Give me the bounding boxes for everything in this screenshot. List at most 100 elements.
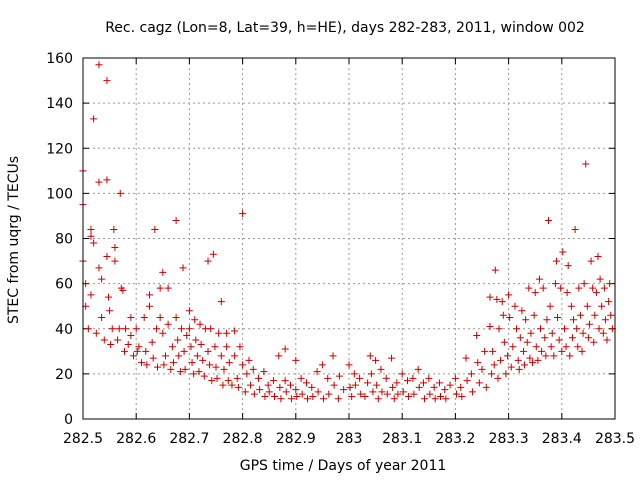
data-point (245, 356, 253, 364)
data-point (563, 289, 571, 297)
data-point (463, 377, 471, 385)
data-point (308, 383, 316, 391)
data-point (302, 379, 310, 387)
data-point (142, 347, 150, 355)
data-point (223, 343, 231, 351)
data-point (196, 320, 204, 328)
data-point (457, 383, 465, 391)
data-point (319, 395, 327, 403)
data-point (584, 334, 592, 342)
x-axis-label: GPS time / Days of year 2011 (240, 458, 447, 474)
data-point (435, 379, 443, 387)
data-point (478, 365, 486, 373)
data-point (587, 257, 595, 265)
data-point (243, 370, 251, 378)
x-tick-label: 283 (336, 431, 363, 447)
data-point (474, 359, 482, 367)
y-tick-label: 60 (55, 277, 73, 293)
data-point (191, 316, 199, 324)
data-point (152, 325, 160, 333)
data-point (425, 374, 433, 382)
data-point (98, 275, 106, 283)
data-point (442, 395, 450, 403)
data-point (334, 395, 342, 403)
data-point (414, 365, 422, 373)
data-point (441, 386, 449, 394)
y-tick-label: 120 (46, 141, 73, 157)
data-point (103, 253, 111, 261)
data-point (177, 325, 185, 333)
data-point (603, 336, 611, 344)
data-point (249, 365, 257, 373)
data-point (530, 311, 538, 319)
data-point (399, 388, 407, 396)
data-point (192, 336, 200, 344)
y-tick-label: 140 (46, 96, 73, 112)
data-point (421, 395, 429, 403)
data-point (211, 343, 219, 351)
data-point (122, 325, 130, 333)
data-point (127, 313, 135, 321)
data-point (215, 329, 223, 337)
data-point (378, 388, 386, 396)
data-point (574, 343, 582, 351)
data-point (446, 381, 454, 389)
data-point (366, 352, 374, 360)
data-point (92, 329, 100, 337)
data-point (103, 77, 111, 85)
data-point (568, 334, 576, 342)
data-point (600, 284, 608, 292)
x-tick-label: 283.1 (382, 431, 422, 447)
data-point (199, 356, 207, 364)
data-point (467, 370, 475, 378)
data-point (108, 325, 116, 333)
data-point (405, 392, 413, 400)
data-point (169, 359, 177, 367)
data-point (488, 370, 496, 378)
data-point (527, 329, 535, 337)
data-point (204, 257, 212, 265)
data-point (388, 354, 396, 362)
data-point (606, 280, 614, 288)
data-point (415, 383, 423, 391)
data-point (239, 361, 247, 369)
data-point (180, 347, 188, 355)
data-point (124, 341, 132, 349)
data-point (558, 347, 566, 355)
x-tick-label: 283.3 (489, 431, 529, 447)
data-point (185, 307, 193, 315)
y-axis-ticks: 0 20 40 60 80 100 120 140 160 (46, 51, 615, 428)
data-point (217, 298, 225, 306)
data-point (382, 374, 390, 382)
data-point (271, 392, 279, 400)
data-point (146, 302, 153, 310)
data-point (95, 178, 103, 186)
data-point (90, 239, 98, 247)
data-point (537, 325, 545, 333)
data-point (599, 329, 607, 337)
x-tick-label: 282.8 (223, 431, 263, 447)
data-point (592, 289, 600, 297)
data-point (575, 284, 583, 292)
data-point (495, 325, 503, 333)
data-point (372, 356, 380, 364)
data-point (489, 347, 497, 355)
data-point (578, 347, 586, 355)
y-tick-label: 100 (46, 186, 73, 202)
data-point (551, 280, 559, 288)
data-point (497, 356, 505, 364)
data-point (207, 325, 215, 333)
x-tick-label: 283.4 (542, 431, 582, 447)
data-point (95, 61, 103, 69)
data-point (409, 374, 417, 382)
data-point (356, 374, 364, 382)
data-point (256, 386, 264, 394)
data-point (582, 160, 590, 168)
data-point (135, 343, 143, 351)
data-point (250, 390, 258, 398)
data-point (325, 390, 333, 398)
data-point (224, 377, 232, 385)
data-point (591, 311, 599, 319)
data-point (547, 343, 555, 351)
data-point (111, 244, 119, 252)
